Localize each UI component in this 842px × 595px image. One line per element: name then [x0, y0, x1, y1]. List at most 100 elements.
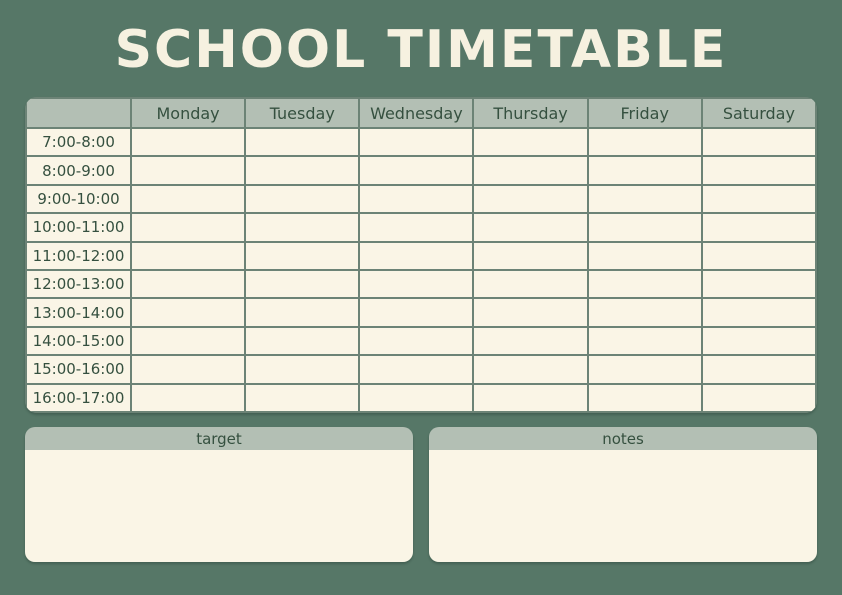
timetable-cell — [472, 325, 589, 357]
timetable-cell — [244, 126, 361, 158]
timetable-cell — [129, 126, 247, 158]
notes-panel-label: notes — [602, 429, 644, 448]
table-row: 10:00-11:00 — [25, 212, 817, 243]
timetable-cell — [358, 126, 475, 158]
timetable-cell — [700, 382, 817, 413]
notes-panel-header: notes — [429, 427, 817, 450]
timetable-cell — [358, 183, 475, 215]
notes-panel-body — [429, 450, 817, 562]
timetable-cell — [700, 183, 817, 215]
timetable-cell — [129, 354, 247, 385]
table-row: 16:00-17:00 — [25, 382, 817, 413]
timetable-cell — [244, 382, 361, 413]
table-row: 13:00-14:00 — [25, 297, 817, 328]
timetable-cell — [358, 155, 475, 186]
timetable-cell — [244, 183, 361, 215]
table-row: 8:00-9:00 — [25, 155, 817, 186]
timetable-cell — [244, 297, 361, 328]
timetable-cell — [129, 212, 247, 243]
timetable-cell — [472, 155, 589, 186]
day-header-thursday: Thursday — [472, 97, 589, 129]
table-row: 12:00-13:00 — [25, 268, 817, 300]
timetable-cell — [129, 297, 247, 328]
page-title: SCHOOL TIMETABLE — [114, 20, 728, 80]
timetable-cell — [586, 183, 703, 215]
timetable-cell — [586, 297, 703, 328]
table-row: 11:00-12:00 — [25, 240, 817, 271]
timetable-cell — [586, 240, 703, 271]
timetable-cell — [244, 240, 361, 271]
timetable-cell — [472, 183, 589, 215]
corner-cell — [25, 97, 132, 129]
timetable-cell — [586, 155, 703, 186]
timetable-cell — [244, 354, 361, 385]
timetable-cell — [700, 155, 817, 186]
time-slot-label: 15:00-16:00 — [25, 354, 132, 385]
timetable-cell — [129, 183, 247, 215]
timetable-cell — [700, 126, 817, 158]
timetable-cell — [244, 268, 361, 300]
timetable-cell — [244, 155, 361, 186]
timetable-table-container: Monday Tuesday Wednesday Thursday Friday… — [25, 97, 817, 413]
timetable-cell — [586, 354, 703, 385]
time-slot-label: 11:00-12:00 — [25, 240, 132, 271]
timetable-cell — [472, 382, 589, 413]
target-panel-body — [25, 450, 413, 562]
timetable-table: Monday Tuesday Wednesday Thursday Friday… — [25, 97, 817, 413]
timetable-cell — [358, 325, 475, 357]
timetable-header-row: Monday Tuesday Wednesday Thursday Friday… — [25, 97, 817, 129]
timetable-cell — [586, 268, 703, 300]
time-slot-label: 7:00-8:00 — [25, 126, 132, 158]
timetable-cell — [129, 382, 247, 413]
table-row: 14:00-15:00 — [25, 325, 817, 357]
timetable-cell — [129, 325, 247, 357]
timetable-cell — [700, 325, 817, 357]
time-slot-label: 14:00-15:00 — [25, 325, 132, 357]
timetable-cell — [358, 240, 475, 271]
timetable-cell — [244, 325, 361, 357]
timetable-cell — [472, 212, 589, 243]
table-row: 15:00-16:00 — [25, 354, 817, 385]
timetable-cell — [358, 297, 475, 328]
day-header-tuesday: Tuesday — [244, 97, 361, 129]
table-row: 9:00-10:00 — [25, 183, 817, 215]
timetable-cell — [472, 297, 589, 328]
timetable-cell — [358, 268, 475, 300]
day-header-wednesday: Wednesday — [358, 97, 475, 129]
timetable-cell — [700, 240, 817, 271]
time-slot-label: 10:00-11:00 — [25, 212, 132, 243]
timetable-cell — [129, 240, 247, 271]
timetable-cell — [586, 126, 703, 158]
notes-panel: notes — [429, 427, 817, 562]
timetable-cell — [129, 268, 247, 300]
timetable-cell — [472, 268, 589, 300]
timetable-cell — [358, 382, 475, 413]
target-panel: target — [25, 427, 413, 562]
target-panel-label: target — [196, 429, 242, 448]
day-header-friday: Friday — [586, 97, 703, 129]
table-row: 7:00-8:00 — [25, 126, 817, 158]
time-slot-label: 16:00-17:00 — [25, 382, 132, 413]
timetable-cell — [586, 325, 703, 357]
timetable-cell — [700, 297, 817, 328]
timetable-cell — [358, 354, 475, 385]
timetable-cell — [472, 354, 589, 385]
timetable-cell — [700, 268, 817, 300]
timetable-cell — [244, 212, 361, 243]
time-slot-label: 12:00-13:00 — [25, 268, 132, 300]
timetable-cell — [472, 240, 589, 271]
time-slot-label: 9:00-10:00 — [25, 183, 132, 215]
time-slot-label: 8:00-9:00 — [25, 155, 132, 186]
time-slot-label: 13:00-14:00 — [25, 297, 132, 328]
day-header-monday: Monday — [129, 97, 247, 129]
target-panel-header: target — [25, 427, 413, 450]
day-header-saturday: Saturday — [700, 97, 817, 129]
timetable-cell — [586, 212, 703, 243]
timetable-cell — [586, 382, 703, 413]
timetable-cell — [358, 212, 475, 243]
timetable-cell — [129, 155, 247, 186]
timetable-cell — [472, 126, 589, 158]
timetable-cell — [700, 354, 817, 385]
timetable-cell — [700, 212, 817, 243]
